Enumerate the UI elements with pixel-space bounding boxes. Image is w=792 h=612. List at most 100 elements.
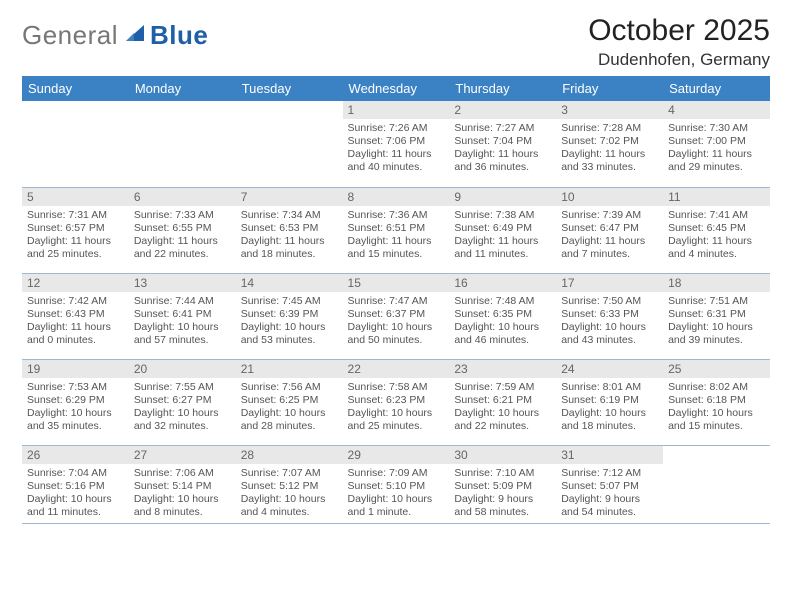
sunset-text: Sunset: 5:12 PM <box>241 480 338 493</box>
sunset-text: Sunset: 6:25 PM <box>241 394 338 407</box>
sunrise-text: Sunrise: 7:41 AM <box>668 209 765 222</box>
sunrise-text: Sunrise: 7:28 AM <box>561 122 658 135</box>
calendar-cell: 27Sunrise: 7:06 AMSunset: 5:14 PMDayligh… <box>129 445 236 523</box>
calendar-cell: 11Sunrise: 7:41 AMSunset: 6:45 PMDayligh… <box>663 187 770 273</box>
sunset-text: Sunset: 6:39 PM <box>241 308 338 321</box>
daylight-text: Daylight: 11 hours and 18 minutes. <box>241 235 338 261</box>
day-details: Sunrise: 7:31 AMSunset: 6:57 PMDaylight:… <box>22 206 129 265</box>
day-details: Sunrise: 7:27 AMSunset: 7:04 PMDaylight:… <box>449 119 556 178</box>
day-details: Sunrise: 7:55 AMSunset: 6:27 PMDaylight:… <box>129 378 236 437</box>
sunrise-text: Sunrise: 7:58 AM <box>348 381 445 394</box>
calendar-cell: 6Sunrise: 7:33 AMSunset: 6:55 PMDaylight… <box>129 187 236 273</box>
day-details: Sunrise: 7:30 AMSunset: 7:00 PMDaylight:… <box>663 119 770 178</box>
calendar-cell: 17Sunrise: 7:50 AMSunset: 6:33 PMDayligh… <box>556 273 663 359</box>
calendar-body: 1Sunrise: 7:26 AMSunset: 7:06 PMDaylight… <box>22 101 770 523</box>
sunset-text: Sunset: 7:00 PM <box>668 135 765 148</box>
sunset-text: Sunset: 6:21 PM <box>454 394 551 407</box>
day-number: 26 <box>22 446 129 464</box>
sunset-text: Sunset: 6:27 PM <box>134 394 231 407</box>
calendar-cell: 30Sunrise: 7:10 AMSunset: 5:09 PMDayligh… <box>449 445 556 523</box>
daylight-text: Daylight: 11 hours and 29 minutes. <box>668 148 765 174</box>
sunset-text: Sunset: 6:45 PM <box>668 222 765 235</box>
calendar-table: Sunday Monday Tuesday Wednesday Thursday… <box>22 76 770 524</box>
calendar-cell: 19Sunrise: 7:53 AMSunset: 6:29 PMDayligh… <box>22 359 129 445</box>
daylight-text: Daylight: 10 hours and 50 minutes. <box>348 321 445 347</box>
sunset-text: Sunset: 6:37 PM <box>348 308 445 321</box>
day-details: Sunrise: 8:02 AMSunset: 6:18 PMDaylight:… <box>663 378 770 437</box>
sunrise-text: Sunrise: 7:38 AM <box>454 209 551 222</box>
daylight-text: Daylight: 11 hours and 33 minutes. <box>561 148 658 174</box>
day-details: Sunrise: 7:48 AMSunset: 6:35 PMDaylight:… <box>449 292 556 351</box>
calendar-cell: 7 Sunrise: 7:34 AMSunset: 6:53 PMDaylight… <box>236 187 343 273</box>
location-label: Dudenhofen, Germany <box>588 50 770 70</box>
calendar-cell: 21Sunrise: 7:56 AMSunset: 6:25 PMDayligh… <box>236 359 343 445</box>
day-number: 28 <box>236 446 343 464</box>
day-details: Sunrise: 7:41 AMSunset: 6:45 PMDaylight:… <box>663 206 770 265</box>
day-number: 24 <box>556 360 663 378</box>
day-number: 2 <box>449 101 556 119</box>
calendar-week-row: 19Sunrise: 7:53 AMSunset: 6:29 PMDayligh… <box>22 359 770 445</box>
day-details: Sunrise: 7:38 AMSunset: 6:49 PMDaylight:… <box>449 206 556 265</box>
day-details: Sunrise: 7:53 AMSunset: 6:29 PMDaylight:… <box>22 378 129 437</box>
sunrise-text: Sunrise: 7:48 AM <box>454 295 551 308</box>
daylight-text: Daylight: 10 hours and 15 minutes. <box>668 407 765 433</box>
sunrise-text: Sunrise: 7:51 AM <box>668 295 765 308</box>
sunset-text: Sunset: 7:04 PM <box>454 135 551 148</box>
sunset-text: Sunset: 6:18 PM <box>668 394 765 407</box>
sunrise-text: Sunrise: 7:56 AM <box>241 381 338 394</box>
sunrise-text: Sunrise: 7:44 AM <box>134 295 231 308</box>
sunset-text: Sunset: 6:53 PM <box>241 222 338 235</box>
month-title: October 2025 <box>588 14 770 48</box>
daylight-text: Daylight: 10 hours and 46 minutes. <box>454 321 551 347</box>
calendar-cell: 8Sunrise: 7:36 AMSunset: 6:51 PMDaylight… <box>343 187 450 273</box>
calendar-cell: 25Sunrise: 8:02 AMSunset: 6:18 PMDayligh… <box>663 359 770 445</box>
day-number: 21 <box>236 360 343 378</box>
day-number: 1 <box>343 101 450 119</box>
sunrise-text: Sunrise: 7:09 AM <box>348 467 445 480</box>
day-number: 7 <box>236 188 343 206</box>
sunrise-text: Sunrise: 7:33 AM <box>134 209 231 222</box>
day-details: Sunrise: 7:56 AMSunset: 6:25 PMDaylight:… <box>236 378 343 437</box>
dow-tuesday: Tuesday <box>236 76 343 101</box>
daylight-text: Daylight: 11 hours and 15 minutes. <box>348 235 445 261</box>
day-number: 15 <box>343 274 450 292</box>
sunset-text: Sunset: 6:19 PM <box>561 394 658 407</box>
calendar-cell <box>129 101 236 187</box>
daylight-text: Daylight: 9 hours and 58 minutes. <box>454 493 551 519</box>
day-number: 23 <box>449 360 556 378</box>
sunset-text: Sunset: 7:06 PM <box>348 135 445 148</box>
day-number: 13 <box>129 274 236 292</box>
day-number: 25 <box>663 360 770 378</box>
dow-saturday: Saturday <box>663 76 770 101</box>
daylight-text: Daylight: 10 hours and 22 minutes. <box>454 407 551 433</box>
sunrise-text: Sunrise: 8:02 AM <box>668 381 765 394</box>
daylight-text: Daylight: 10 hours and 43 minutes. <box>561 321 658 347</box>
day-details: Sunrise: 7:47 AMSunset: 6:37 PMDaylight:… <box>343 292 450 351</box>
calendar-week-row: 26Sunrise: 7:04 AMSunset: 5:16 PMDayligh… <box>22 445 770 523</box>
calendar-cell: 22Sunrise: 7:58 AMSunset: 6:23 PMDayligh… <box>343 359 450 445</box>
day-details: Sunrise: 7:06 AMSunset: 5:14 PMDaylight:… <box>129 464 236 523</box>
sunrise-text: Sunrise: 7:45 AM <box>241 295 338 308</box>
day-number <box>236 101 343 119</box>
day-details: Sunrise: 7:44 AMSunset: 6:41 PMDaylight:… <box>129 292 236 351</box>
day-number: 30 <box>449 446 556 464</box>
dow-sunday: Sunday <box>22 76 129 101</box>
day-details: Sunrise: 7:59 AMSunset: 6:21 PMDaylight:… <box>449 378 556 437</box>
sunrise-text: Sunrise: 7:34 AM <box>241 209 338 222</box>
daylight-text: Daylight: 11 hours and 40 minutes. <box>348 148 445 174</box>
sunset-text: Sunset: 6:49 PM <box>454 222 551 235</box>
day-number: 18 <box>663 274 770 292</box>
day-number: 6 <box>129 188 236 206</box>
sunset-text: Sunset: 6:35 PM <box>454 308 551 321</box>
calendar-week-row: 12Sunrise: 7:42 AMSunset: 6:43 PMDayligh… <box>22 273 770 359</box>
sunset-text: Sunset: 6:47 PM <box>561 222 658 235</box>
calendar-cell: 1Sunrise: 7:26 AMSunset: 7:06 PMDaylight… <box>343 101 450 187</box>
day-number: 31 <box>556 446 663 464</box>
calendar-cell <box>663 445 770 523</box>
daylight-text: Daylight: 10 hours and 18 minutes. <box>561 407 658 433</box>
title-block: October 2025 Dudenhofen, Germany <box>588 14 770 70</box>
calendar-cell: 20Sunrise: 7:55 AMSunset: 6:27 PMDayligh… <box>129 359 236 445</box>
daylight-text: Daylight: 11 hours and 7 minutes. <box>561 235 658 261</box>
day-number: 8 <box>343 188 450 206</box>
sunset-text: Sunset: 5:14 PM <box>134 480 231 493</box>
